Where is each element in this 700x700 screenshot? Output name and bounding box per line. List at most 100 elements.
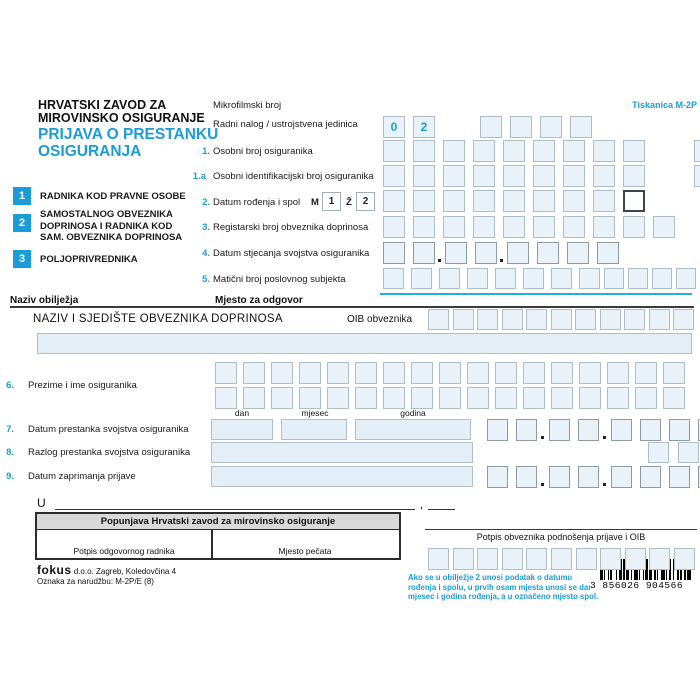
digit-box[interactable]	[477, 309, 498, 330]
digit-box[interactable]	[563, 165, 585, 187]
digit-box[interactable]	[570, 116, 592, 138]
digit-box[interactable]	[411, 268, 432, 289]
sex-value-box-z[interactable]: 2	[356, 192, 375, 211]
digit-box[interactable]	[467, 387, 489, 409]
digit-box[interactable]	[507, 242, 529, 264]
digit-box[interactable]	[383, 140, 405, 162]
digit-box[interactable]	[443, 216, 465, 238]
digit-box[interactable]	[624, 309, 645, 330]
digit-box[interactable]	[533, 165, 555, 187]
digit-box[interactable]	[648, 309, 670, 330]
digit-box[interactable]	[495, 362, 517, 384]
digit-box[interactable]	[428, 309, 449, 330]
digit-box[interactable]	[443, 190, 465, 212]
digit-box[interactable]	[411, 387, 433, 409]
digit-box[interactable]	[383, 190, 405, 212]
digit-box[interactable]	[428, 548, 449, 570]
digit-box[interactable]	[475, 242, 497, 264]
digit-box[interactable]	[533, 140, 555, 162]
digit-box[interactable]	[549, 466, 570, 488]
digit-box[interactable]	[473, 216, 495, 238]
digit-box[interactable]	[271, 362, 293, 384]
digit-box[interactable]	[607, 387, 629, 409]
digit-box[interactable]	[487, 419, 508, 441]
digit-box[interactable]	[243, 387, 265, 409]
digit-box[interactable]	[640, 419, 661, 441]
digit-box[interactable]	[652, 268, 672, 289]
digit-box[interactable]	[611, 419, 632, 441]
sex-value-box-m[interactable]: 1	[322, 192, 341, 211]
digit-box[interactable]	[495, 268, 516, 289]
dan-input[interactable]	[211, 419, 273, 440]
digit-box[interactable]	[599, 309, 621, 330]
digit-box[interactable]	[551, 548, 572, 570]
digit-box[interactable]	[551, 268, 572, 289]
digit-box[interactable]	[648, 442, 669, 463]
digit-box[interactable]	[516, 419, 537, 441]
digit-box[interactable]	[676, 268, 696, 289]
digit-box[interactable]	[413, 165, 435, 187]
naziv-input-bar[interactable]	[37, 333, 692, 354]
digit-box[interactable]	[694, 165, 700, 187]
mjesec-input[interactable]	[281, 419, 347, 440]
digit-box[interactable]	[523, 387, 545, 409]
digit-box[interactable]	[383, 268, 404, 289]
digit-box[interactable]	[623, 165, 645, 187]
digit-box[interactable]	[480, 116, 502, 138]
digit-box[interactable]	[537, 242, 559, 264]
digit-box[interactable]	[355, 362, 377, 384]
digit-box[interactable]	[445, 242, 467, 264]
digit-box[interactable]	[501, 548, 523, 570]
digit-box[interactable]	[327, 387, 349, 409]
digit-box[interactable]	[510, 116, 532, 138]
digit-box[interactable]	[413, 140, 435, 162]
digit-box[interactable]	[649, 548, 671, 570]
digit-box[interactable]	[640, 466, 661, 488]
digit-box[interactable]	[411, 362, 433, 384]
digit-box[interactable]	[473, 165, 495, 187]
digit-box[interactable]	[604, 268, 624, 289]
digit-box[interactable]	[593, 190, 615, 212]
digit-box[interactable]	[624, 548, 646, 570]
digit-box[interactable]	[593, 140, 615, 162]
digit-box[interactable]	[443, 140, 465, 162]
place-underline[interactable]	[55, 509, 415, 510]
digit-box[interactable]	[579, 268, 600, 289]
digit-box[interactable]	[327, 362, 349, 384]
digit-box[interactable]	[551, 362, 573, 384]
digit-box[interactable]	[628, 268, 648, 289]
digit-box[interactable]	[549, 419, 570, 441]
digit-box[interactable]	[452, 548, 474, 570]
digit-box[interactable]	[563, 190, 585, 212]
digit-box[interactable]	[503, 216, 525, 238]
digit-box[interactable]	[698, 419, 700, 441]
digit-box[interactable]	[503, 165, 525, 187]
digit-box[interactable]	[439, 268, 460, 289]
digit-box[interactable]	[467, 268, 488, 289]
digit-box[interactable]	[578, 419, 599, 441]
digit-box[interactable]	[487, 466, 508, 488]
godina-input[interactable]	[355, 419, 471, 440]
digit-box[interactable]	[533, 216, 555, 238]
signature-line[interactable]	[425, 529, 697, 530]
digit-box[interactable]	[540, 116, 562, 138]
razlog-input[interactable]	[211, 442, 473, 463]
spol-marked-box[interactable]	[623, 190, 645, 212]
digit-box[interactable]	[567, 242, 589, 264]
digit-box-filled[interactable]	[413, 116, 435, 138]
digit-box[interactable]	[593, 165, 615, 187]
digit-box[interactable]	[597, 242, 619, 264]
digit-box[interactable]	[551, 387, 573, 409]
digit-box[interactable]	[501, 309, 523, 330]
digit-box[interactable]	[635, 387, 657, 409]
mjesto-pecata-label[interactable]: Mjesto pečata	[278, 546, 332, 556]
digit-box[interactable]	[215, 387, 237, 409]
digit-box[interactable]	[473, 140, 495, 162]
digit-box[interactable]	[669, 419, 690, 441]
digit-box[interactable]	[443, 165, 465, 187]
digit-box[interactable]	[355, 387, 377, 409]
digit-box[interactable]	[579, 362, 601, 384]
digit-box[interactable]	[473, 190, 495, 212]
digit-box[interactable]	[579, 387, 601, 409]
digit-box[interactable]	[383, 387, 405, 409]
